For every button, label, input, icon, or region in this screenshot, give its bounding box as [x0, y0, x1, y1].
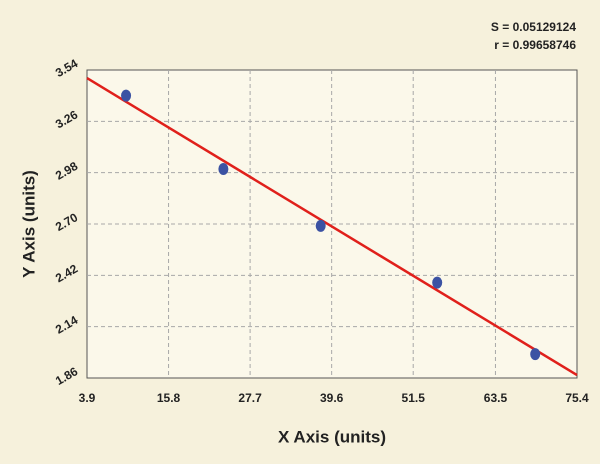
y-tick-label: 3.54 — [53, 56, 81, 80]
stat-s: S = 0.05129124 — [491, 20, 576, 34]
y-axis-label: Y Axis (units) — [19, 170, 38, 278]
y-tick-label: 2.14 — [53, 313, 81, 337]
x-tick-label: 75.4 — [565, 391, 589, 405]
x-axis-label: X Axis (units) — [278, 427, 386, 446]
y-tick-label: 3.26 — [53, 107, 81, 131]
data-point — [121, 89, 132, 102]
x-tick-label: 27.7 — [238, 391, 262, 405]
data-point — [218, 163, 229, 175]
x-tick-label: 39.6 — [320, 391, 344, 405]
x-tick-label: 3.9 — [79, 391, 96, 405]
y-tick-label: 2.70 — [53, 210, 81, 234]
stat-r: r = 0.99658746 — [494, 38, 576, 52]
y-tick-label: 2.42 — [53, 261, 81, 285]
data-point — [530, 348, 541, 361]
y-tick-label: 1.86 — [53, 364, 81, 388]
data-point — [315, 219, 326, 232]
fit-line — [86, 76, 578, 377]
x-tick-label: 63.5 — [484, 391, 508, 405]
x-tick-label: 51.5 — [402, 391, 426, 405]
x-tick-label: 15.8 — [157, 391, 181, 405]
y-tick-label: 2.98 — [53, 159, 81, 183]
data-point — [432, 276, 443, 289]
